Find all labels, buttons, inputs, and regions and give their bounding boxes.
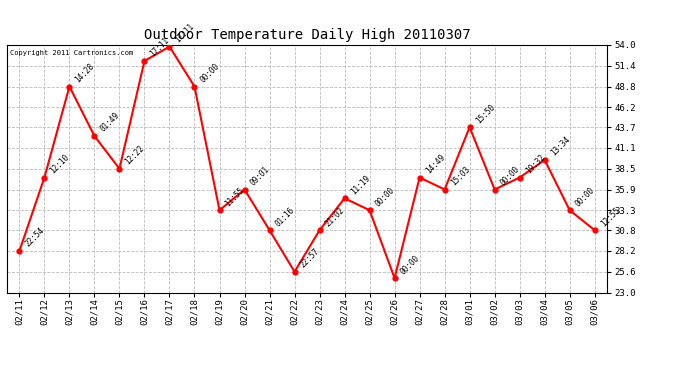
Text: 12:22: 12:22 <box>124 144 146 166</box>
Text: 15:03: 15:03 <box>448 165 471 188</box>
Text: 21:02: 21:02 <box>324 206 346 228</box>
Text: 00:00: 00:00 <box>374 185 397 208</box>
Title: Outdoor Temperature Daily High 20110307: Outdoor Temperature Daily High 20110307 <box>144 28 471 42</box>
Text: 15:50: 15:50 <box>474 102 497 125</box>
Text: 01:49: 01:49 <box>99 111 121 134</box>
Text: 11:19: 11:19 <box>348 173 371 196</box>
Text: 14:28: 14:28 <box>74 62 97 84</box>
Text: 12:10: 12:10 <box>48 153 71 176</box>
Text: 00:00: 00:00 <box>499 165 522 188</box>
Text: 22:57: 22:57 <box>299 247 322 270</box>
Text: 17:11: 17:11 <box>148 36 171 59</box>
Text: 12:55: 12:55 <box>599 206 622 228</box>
Text: 19:32: 19:32 <box>524 153 546 176</box>
Text: 14:49: 14:49 <box>424 153 446 176</box>
Text: 00:00: 00:00 <box>574 185 597 208</box>
Text: 22:54: 22:54 <box>23 226 46 249</box>
Text: 09:01: 09:01 <box>248 165 271 188</box>
Text: 00:00: 00:00 <box>199 62 221 84</box>
Text: 11:55: 11:55 <box>224 185 246 208</box>
Text: 01:16: 01:16 <box>274 206 297 228</box>
Text: 00:00: 00:00 <box>399 253 422 276</box>
Text: Copyright 2011 Cartronics.com: Copyright 2011 Cartronics.com <box>10 50 133 56</box>
Text: 13:34: 13:34 <box>549 135 571 158</box>
Text: 17:11: 17:11 <box>174 22 197 44</box>
